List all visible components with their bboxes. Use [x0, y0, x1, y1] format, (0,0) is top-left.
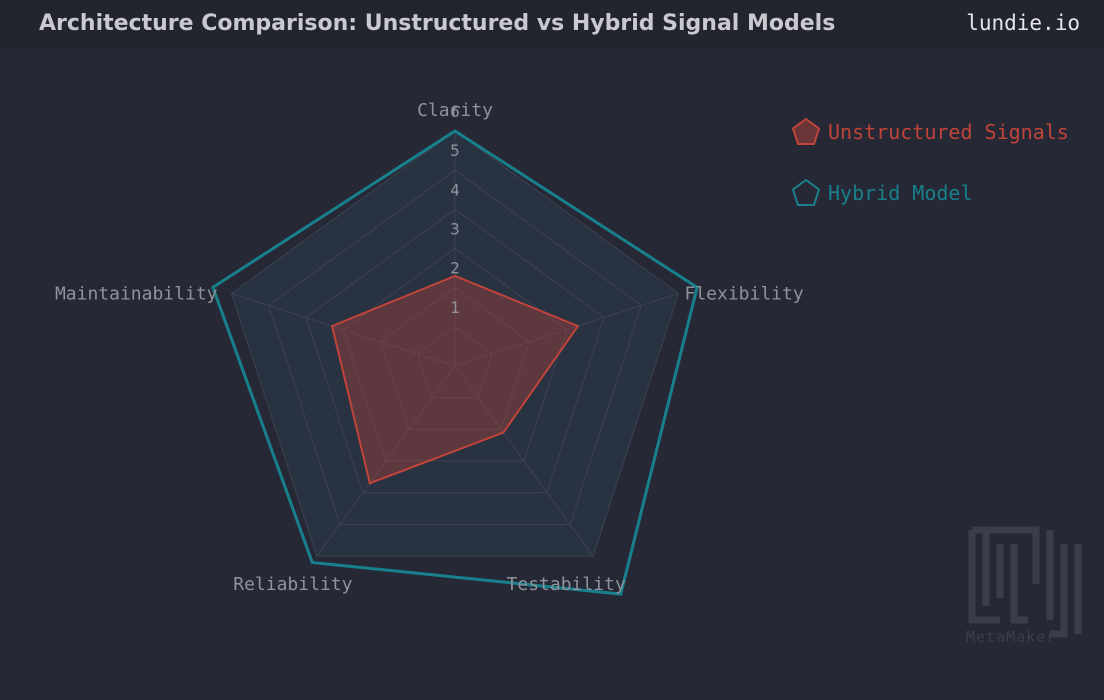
legend-label-unstructured: Unstructured Signals	[828, 120, 1069, 144]
series-unstructured-polygon	[330, 274, 580, 485]
legend-item-unstructured[interactable]: Unstructured Signals	[790, 116, 1069, 148]
axis-label-testability: Testability	[507, 574, 626, 595]
tick-label: 3	[450, 220, 460, 239]
grid-spoke	[316, 365, 456, 557]
metamaker-logo: MetaMaker	[966, 526, 1082, 646]
watermark-text: MetaMaker	[966, 628, 1056, 646]
legend-label-hybrid: Hybrid Model	[828, 181, 973, 205]
axis-label-flexibility: Flexibility	[684, 283, 803, 304]
grid-ring	[230, 130, 680, 557]
tick-label: 2	[450, 259, 460, 278]
axis-label-maintainability: Maintainability	[55, 283, 218, 304]
axis-label-clarity: Clarity	[417, 100, 493, 121]
grid-ring	[342, 247, 568, 462]
tick-label: 4	[450, 180, 460, 199]
header-bar: Architecture Comparison: Unstructured vs…	[0, 0, 1104, 48]
grid-spoke	[454, 365, 594, 557]
pentagon-icon	[791, 178, 821, 206]
legend-item-hybrid[interactable]: Hybrid Model	[790, 177, 1069, 209]
grid-ring	[379, 287, 531, 430]
page-title: Architecture Comparison: Unstructured vs…	[39, 11, 836, 36]
pentagon-icon	[791, 117, 821, 145]
grid-ring	[417, 326, 493, 399]
grid-spoke	[454, 292, 679, 367]
axis-label-reliability: Reliability	[233, 574, 352, 595]
brand-label: lundie.io	[966, 11, 1080, 35]
grid-ring	[305, 208, 605, 494]
series-hybrid-polygon	[211, 129, 699, 596]
tick-label: 5	[450, 141, 460, 160]
grid-spoke	[231, 292, 456, 367]
tick-label: 1	[450, 298, 460, 317]
grid-ring	[268, 169, 642, 525]
tick-label: 6	[450, 102, 460, 121]
chart-legend: Unstructured Signals Hybrid Model	[790, 116, 1069, 238]
